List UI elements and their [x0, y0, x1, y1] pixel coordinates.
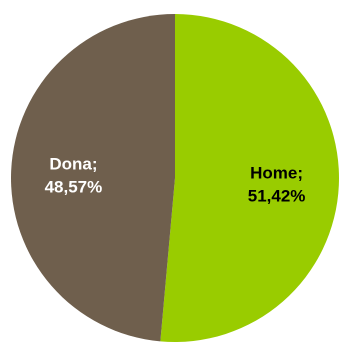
pie-label-percent: 51,42%	[248, 187, 306, 206]
pie-label-home: Home; 51,42%	[248, 164, 306, 206]
pie-label-category: Dona;	[49, 154, 97, 173]
pie-slice-dona	[11, 14, 175, 342]
pie-slices	[11, 14, 340, 343]
pie-labels: Home; 51,42% Dona; 48,57%	[45, 154, 306, 205]
pie-slice-home	[160, 14, 340, 343]
pie-label-dona: Dona; 48,57%	[45, 154, 103, 196]
pie-label-percent: 48,57%	[45, 177, 103, 196]
pie-label-category: Home;	[250, 164, 303, 183]
